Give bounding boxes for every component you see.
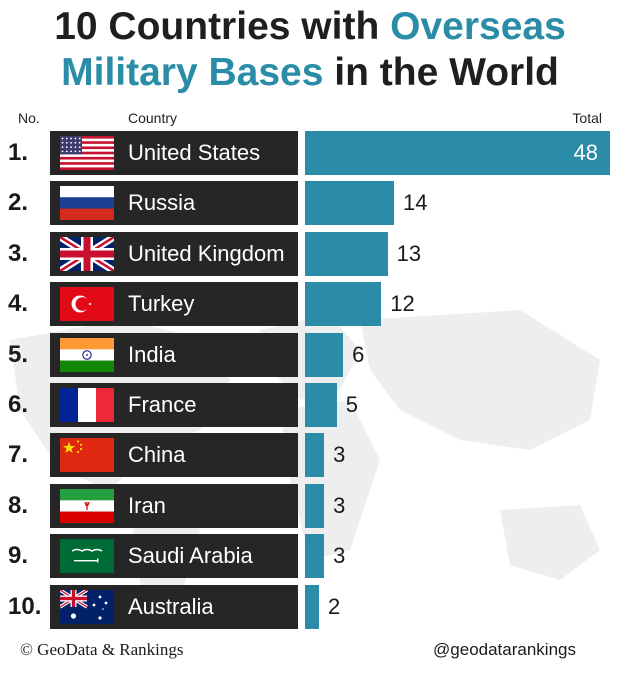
social-handle: @geodatarankings xyxy=(433,640,576,659)
header-country: Country xyxy=(128,110,178,126)
country-name: United Kingdom xyxy=(128,240,285,266)
copyright-text: © GeoData & Rankings xyxy=(20,640,184,659)
chart-row: 1. United States 48 xyxy=(0,131,620,175)
country-name: Saudi Arabia xyxy=(128,543,253,569)
rank-label: 7. xyxy=(8,441,29,469)
value-label: 3 xyxy=(333,442,346,468)
uk-flag-icon xyxy=(58,233,116,274)
value-bar xyxy=(305,584,319,629)
rank-label: 6. xyxy=(8,391,29,418)
country-label-box: Iran xyxy=(50,483,298,528)
country-label-box: Russia xyxy=(50,181,298,226)
country-label-box: India xyxy=(50,332,298,377)
value-bar xyxy=(305,534,325,579)
china-flag-icon xyxy=(60,438,114,473)
value-label: 3 xyxy=(333,492,346,518)
us-flag-icon xyxy=(60,136,114,171)
rank-label: 1. xyxy=(8,139,29,166)
rank-label: 8. xyxy=(8,491,29,519)
france-flag-icon xyxy=(60,388,114,422)
rank-label: 4. xyxy=(8,290,29,318)
value-bar xyxy=(305,332,344,377)
chart-row: 5. India 6 xyxy=(0,332,620,377)
country-label-box: Turkey xyxy=(50,282,298,327)
country-name: Turkey xyxy=(128,291,195,317)
chart-row: 4. Turkey 12 xyxy=(0,282,620,327)
title-highlight-1: Overseas xyxy=(390,5,566,48)
value-label: 48 xyxy=(573,140,598,165)
value-bar xyxy=(305,131,610,175)
header-no: No. xyxy=(18,110,40,126)
value-bar xyxy=(305,181,394,226)
chart-row: 9. Saudi Arabia 3 xyxy=(0,534,620,579)
chart-row: 2. Russia 14 xyxy=(0,181,620,226)
value-bar xyxy=(305,433,325,478)
value-label: 5 xyxy=(345,392,359,417)
country-label-box: Saudi Arabia xyxy=(50,534,298,579)
iran-flag-icon xyxy=(60,488,114,523)
rank-label: 10. xyxy=(8,592,42,620)
value-label: 13 xyxy=(396,240,422,266)
value-label: 14 xyxy=(402,190,428,216)
value-label: 2 xyxy=(328,593,341,619)
chart-row: 3. United Kingdom 13 xyxy=(0,231,620,276)
header-total: Total xyxy=(572,110,602,126)
chart-row: 10. Australia 2 xyxy=(0,584,620,629)
title-part-2: in the World xyxy=(323,51,559,94)
country-name: France xyxy=(128,392,197,417)
country-label-box: United Kingdom xyxy=(50,231,298,276)
chart-title: 10 Countries with Overseas Military Base… xyxy=(0,4,620,96)
rank-label: 5. xyxy=(8,340,29,368)
india-flag-icon xyxy=(60,337,114,372)
country-label-box: United States xyxy=(50,131,298,175)
chart-row: 6. France 5 xyxy=(0,383,620,427)
country-label-box: Australia xyxy=(50,584,298,629)
country-name: Iran xyxy=(128,492,166,518)
value-bar xyxy=(305,282,382,327)
saudi-arabia-flag-icon xyxy=(60,539,114,574)
australia-flag-icon xyxy=(59,588,114,624)
rank-label: 3. xyxy=(8,239,29,267)
chart-row: 7. China 3 xyxy=(0,433,620,478)
value-label: 6 xyxy=(352,341,365,367)
rank-label: 2. xyxy=(8,189,29,217)
country-name: United States xyxy=(128,140,261,165)
country-label-box: China xyxy=(50,433,298,478)
value-label: 12 xyxy=(390,291,415,317)
country-name: Russia xyxy=(128,190,196,216)
turkey-flag-icon xyxy=(60,287,114,322)
chart-row: 8. Iran 3 xyxy=(0,483,620,528)
value-bar xyxy=(305,483,325,528)
country-name: China xyxy=(128,442,186,468)
value-label: 3 xyxy=(333,543,346,569)
russia-flag-icon xyxy=(60,186,114,221)
country-label-box: France xyxy=(50,383,298,427)
country-name: Australia xyxy=(128,593,214,619)
country-name: India xyxy=(128,341,176,367)
rank-label: 9. xyxy=(8,542,29,570)
title-highlight-2: Military Bases xyxy=(61,51,324,94)
title-part-1: 10 Countries with xyxy=(54,5,391,48)
value-bar xyxy=(305,231,388,276)
value-bar xyxy=(305,383,337,427)
